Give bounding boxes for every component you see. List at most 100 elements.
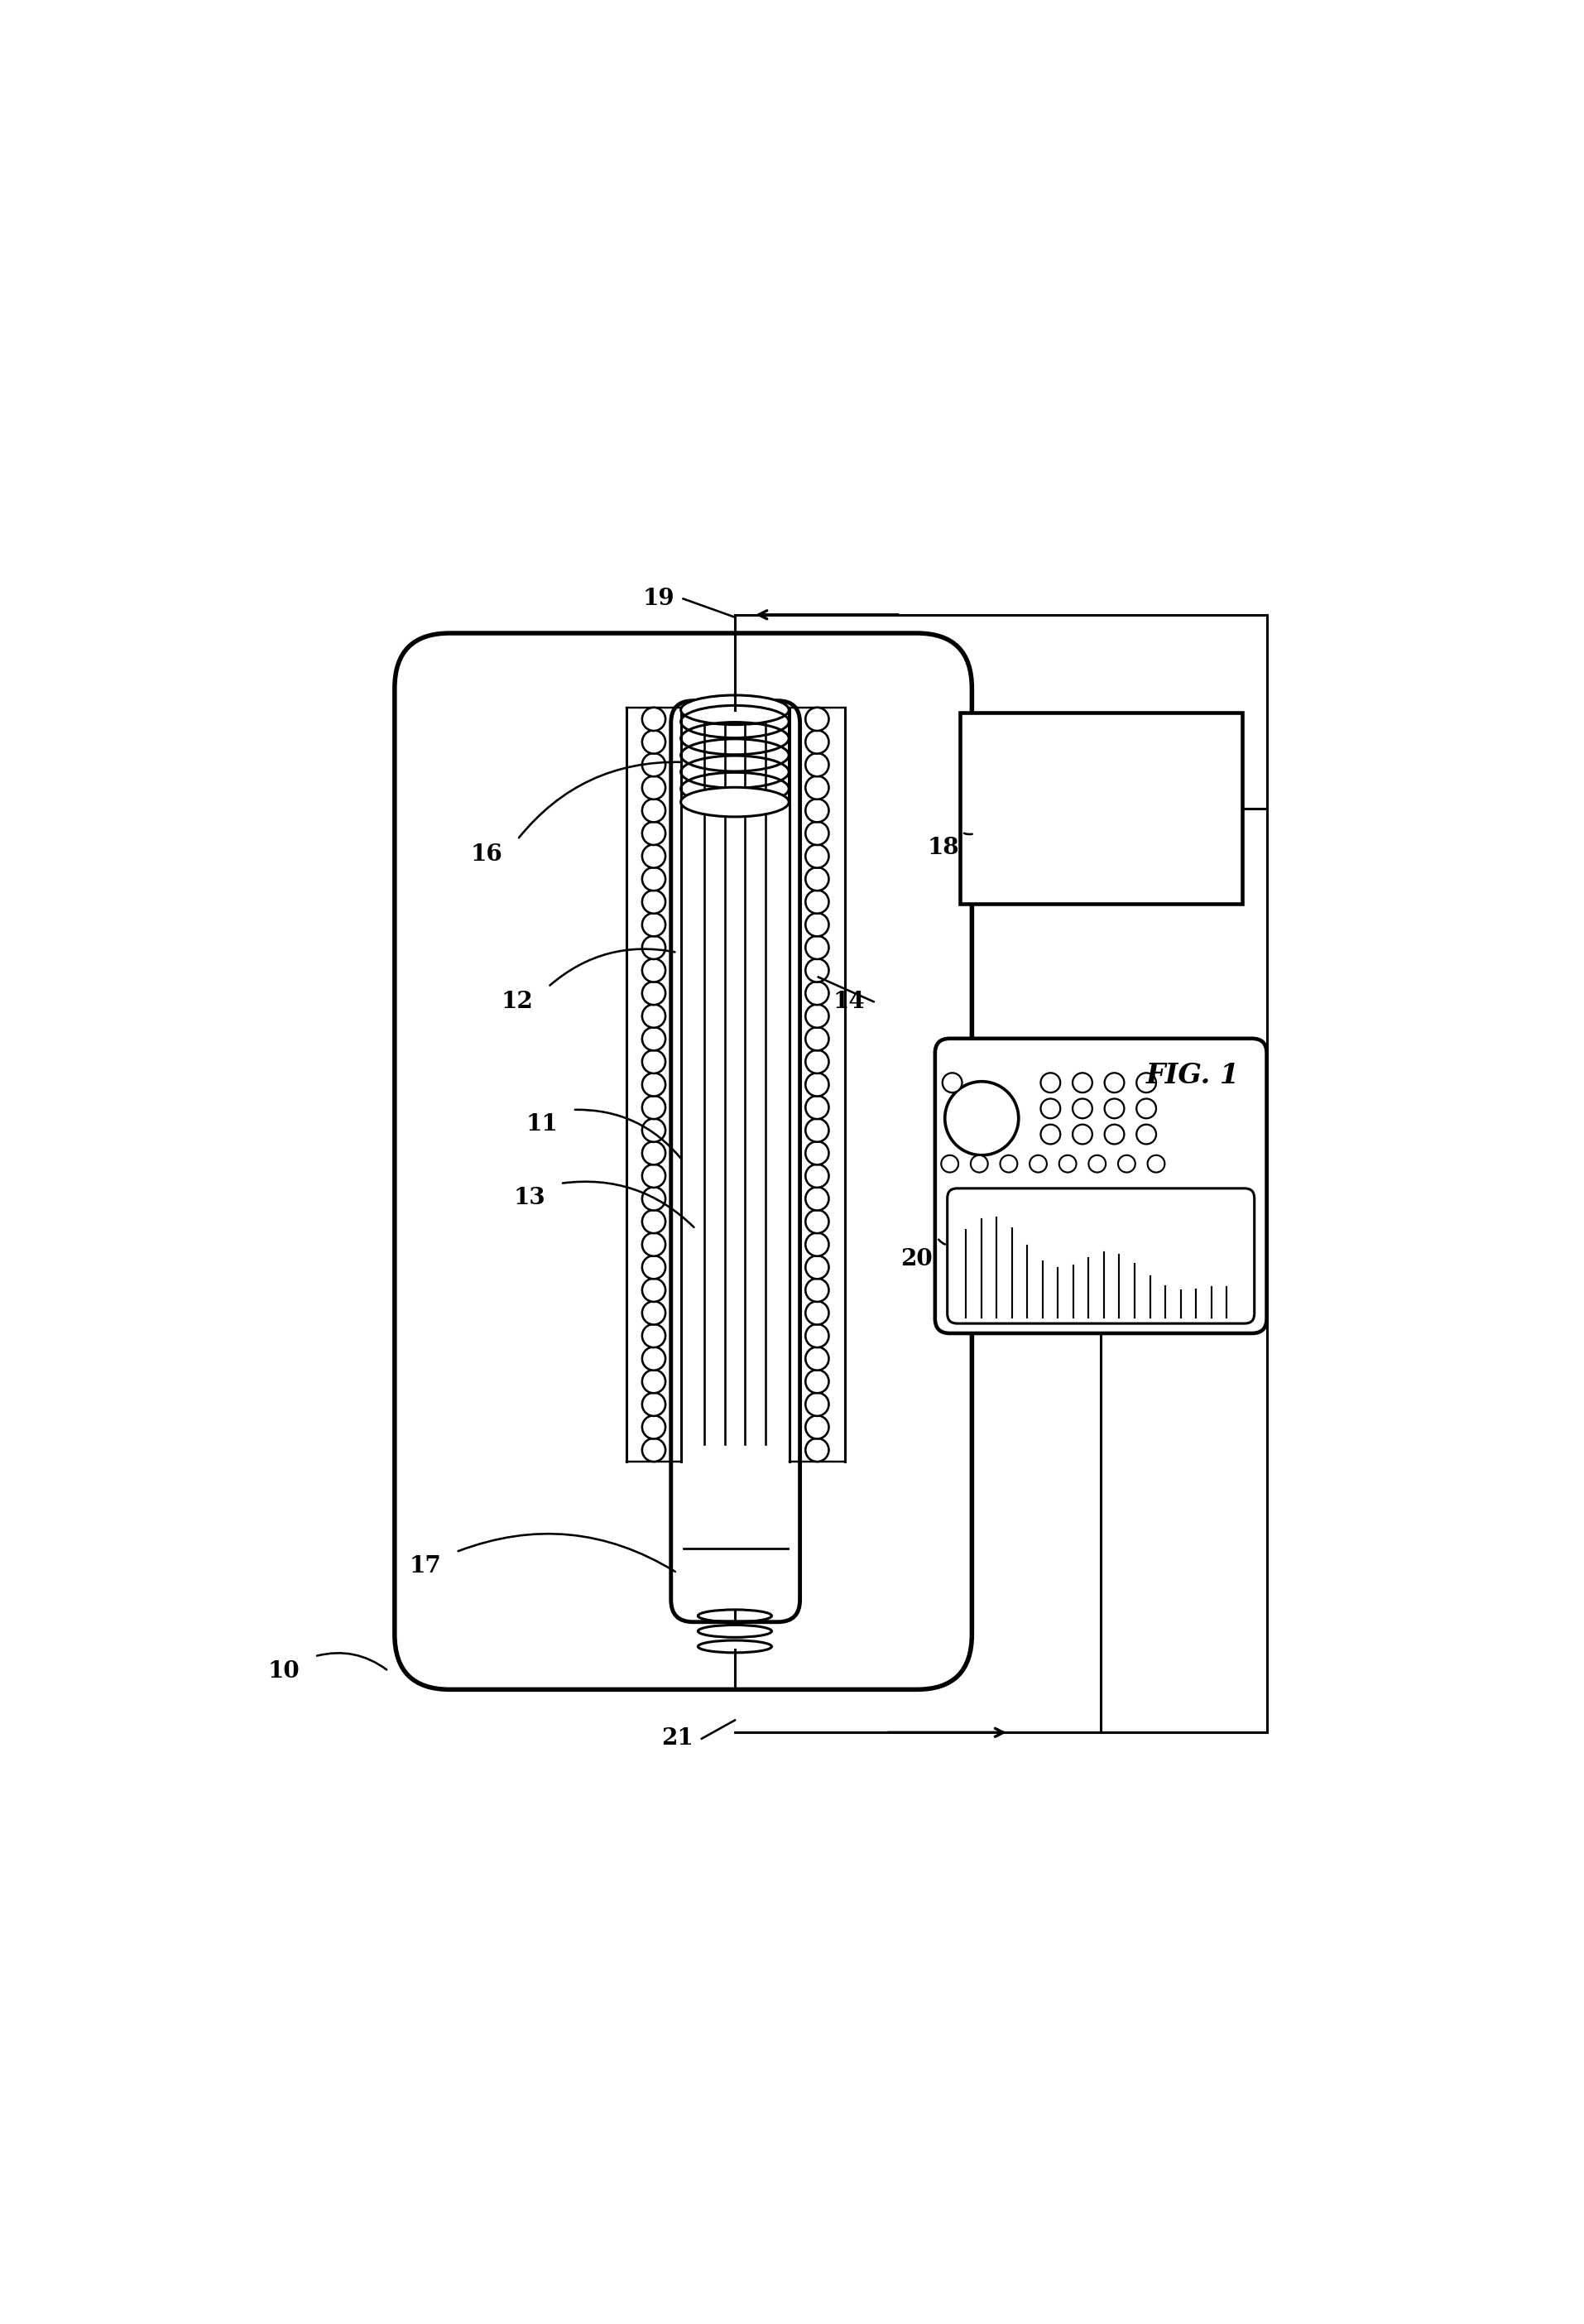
Circle shape (805, 706, 828, 730)
Circle shape (642, 913, 665, 937)
Circle shape (642, 706, 665, 730)
Circle shape (805, 1095, 828, 1120)
Circle shape (805, 1164, 828, 1188)
Circle shape (805, 1004, 828, 1027)
Circle shape (805, 1392, 828, 1415)
Circle shape (642, 1278, 665, 1301)
Circle shape (805, 913, 828, 937)
Circle shape (1041, 1125, 1060, 1143)
Circle shape (1104, 1099, 1123, 1118)
Circle shape (642, 890, 665, 913)
Circle shape (642, 1164, 665, 1188)
Circle shape (642, 1141, 665, 1164)
Circle shape (642, 776, 665, 799)
Circle shape (642, 1439, 665, 1462)
Circle shape (805, 1301, 828, 1325)
Text: 14: 14 (833, 990, 865, 1013)
Circle shape (1117, 1155, 1134, 1171)
Circle shape (1072, 1125, 1091, 1143)
FancyBboxPatch shape (670, 702, 800, 1622)
Circle shape (642, 823, 665, 846)
Circle shape (1072, 1074, 1091, 1092)
Ellipse shape (681, 788, 789, 816)
Circle shape (1104, 1125, 1123, 1143)
Circle shape (642, 1118, 665, 1141)
Circle shape (1041, 1099, 1060, 1118)
Circle shape (642, 1211, 665, 1234)
Circle shape (805, 1369, 828, 1392)
Circle shape (1000, 1155, 1017, 1171)
Circle shape (642, 1074, 665, 1097)
Circle shape (805, 1439, 828, 1462)
FancyBboxPatch shape (935, 1039, 1266, 1334)
Circle shape (1147, 1155, 1164, 1171)
Text: 11: 11 (526, 1113, 558, 1136)
FancyBboxPatch shape (947, 1188, 1255, 1322)
Circle shape (805, 937, 828, 960)
Circle shape (805, 1255, 828, 1278)
Circle shape (642, 1027, 665, 1050)
Circle shape (805, 1325, 828, 1348)
Circle shape (1072, 1099, 1091, 1118)
Bar (960, 713, 1242, 904)
Circle shape (805, 981, 828, 1004)
Circle shape (642, 1392, 665, 1415)
Circle shape (805, 776, 828, 799)
Circle shape (1058, 1155, 1076, 1171)
Text: 12: 12 (501, 990, 534, 1013)
Circle shape (642, 1050, 665, 1074)
Circle shape (805, 1027, 828, 1050)
Circle shape (642, 1188, 665, 1211)
Circle shape (805, 844, 828, 867)
Text: 13: 13 (513, 1188, 545, 1208)
Circle shape (805, 867, 828, 890)
Circle shape (642, 1232, 665, 1255)
Circle shape (642, 1325, 665, 1348)
Circle shape (944, 1081, 1019, 1155)
Circle shape (805, 1141, 828, 1164)
Circle shape (1136, 1099, 1156, 1118)
Circle shape (642, 1348, 665, 1371)
Text: 10: 10 (268, 1659, 299, 1683)
Circle shape (805, 1118, 828, 1141)
Circle shape (805, 960, 828, 983)
Circle shape (942, 1074, 961, 1092)
Circle shape (642, 937, 665, 960)
Circle shape (1041, 1074, 1060, 1092)
Text: 17: 17 (409, 1555, 440, 1578)
Circle shape (805, 823, 828, 846)
Circle shape (1030, 1155, 1047, 1171)
Circle shape (805, 1211, 828, 1234)
Text: 21: 21 (661, 1727, 692, 1750)
Circle shape (642, 1095, 665, 1120)
Circle shape (642, 960, 665, 983)
Circle shape (805, 753, 828, 776)
Text: 19: 19 (643, 588, 675, 609)
Circle shape (642, 1415, 665, 1439)
Circle shape (805, 1415, 828, 1439)
Circle shape (1088, 1155, 1106, 1171)
Circle shape (642, 867, 665, 890)
Circle shape (1104, 1074, 1123, 1092)
Circle shape (805, 730, 828, 753)
Circle shape (642, 753, 665, 776)
Circle shape (969, 1155, 987, 1171)
Circle shape (805, 1188, 828, 1211)
Circle shape (805, 799, 828, 823)
Circle shape (805, 1278, 828, 1301)
Circle shape (642, 1369, 665, 1392)
Text: 16: 16 (470, 844, 502, 865)
Circle shape (805, 1074, 828, 1097)
Circle shape (642, 1301, 665, 1325)
Circle shape (805, 1348, 828, 1371)
Circle shape (805, 1232, 828, 1255)
Text: 18: 18 (927, 837, 960, 860)
Circle shape (1136, 1125, 1156, 1143)
Ellipse shape (681, 695, 789, 725)
Circle shape (805, 890, 828, 913)
Circle shape (642, 844, 665, 867)
Circle shape (642, 1004, 665, 1027)
Circle shape (805, 1050, 828, 1074)
Circle shape (642, 1255, 665, 1278)
Circle shape (941, 1155, 958, 1171)
